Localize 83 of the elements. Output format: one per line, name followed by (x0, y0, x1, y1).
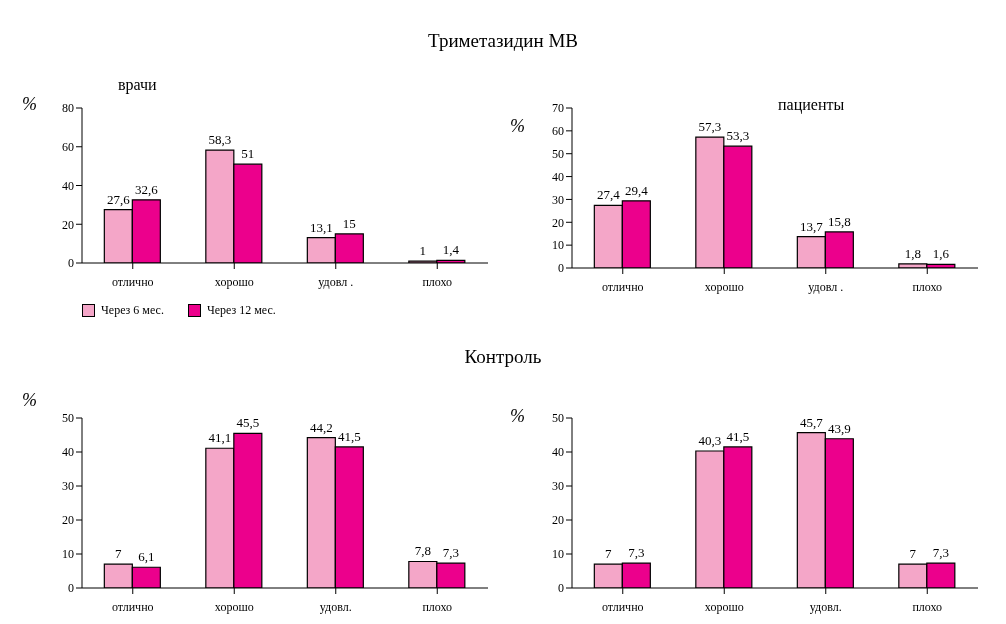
y-axis-title: % (22, 390, 37, 411)
y-tick-label: 30 (552, 192, 564, 207)
data-label: 7,8 (414, 543, 431, 559)
data-label: 58,3 (208, 132, 232, 148)
y-tick-label: 0 (558, 581, 564, 596)
legend-label: Через 6 мес. (101, 303, 164, 318)
y-tick-label: 40 (62, 445, 74, 460)
y-tick-label: 20 (552, 215, 564, 230)
data-label: 41,5 (337, 428, 361, 444)
x-tick-label: плохо (912, 279, 943, 294)
y-tick-label: 70 (552, 101, 564, 116)
y-tick-label: 10 (62, 547, 74, 562)
x-tick-label: хорошо (704, 279, 744, 294)
y-tick-label: 40 (552, 445, 564, 460)
chart-subtitle: врачи (118, 76, 157, 94)
x-tick-label: отлично (601, 279, 644, 294)
x-tick-label: плохо (422, 599, 453, 614)
y-tick-label: 40 (62, 178, 74, 193)
x-tick-label: удовл . (318, 274, 354, 289)
y-axis-title: % (510, 406, 525, 427)
data-label: 57,3 (698, 119, 722, 135)
legend-label: Через 12 мес. (206, 303, 276, 318)
data-label: 15 (342, 215, 356, 231)
x-tick-label: хорошо (214, 274, 254, 289)
y-tick-label: 50 (552, 411, 564, 426)
x-tick-label: отлично (111, 599, 154, 614)
data-label: 1,8 (904, 245, 921, 261)
data-label: 13,1 (309, 219, 333, 235)
x-tick-label: отлично (601, 599, 644, 614)
x-tick-label: удовл. (319, 599, 352, 614)
data-label: 44,2 (309, 419, 333, 435)
y-tick-label: 0 (68, 256, 74, 271)
y-tick-label: 20 (62, 513, 74, 528)
y-tick-label: 20 (62, 217, 74, 232)
y-tick-label: 50 (552, 146, 564, 161)
x-tick-label: хорошо (704, 599, 744, 614)
x-tick-label: отлично (111, 274, 154, 289)
y-tick-label: 10 (552, 547, 564, 562)
data-label: 45,5 (236, 415, 260, 431)
y-tick-label: 0 (68, 581, 74, 596)
data-label: 51 (241, 146, 255, 162)
y-axis-title: % (22, 94, 37, 115)
x-tick-label: удовл . (808, 279, 844, 294)
y-tick-label: 20 (552, 513, 564, 528)
data-label: 7 (115, 546, 123, 562)
x-tick-label: хорошо (214, 599, 254, 614)
y-tick-label: 30 (552, 479, 564, 494)
data-label: 13,7 (799, 218, 824, 234)
data-label: 43,9 (827, 420, 851, 436)
y-tick-label: 60 (62, 140, 74, 155)
data-label: 7 (605, 546, 613, 562)
x-tick-label: плохо (422, 274, 453, 289)
data-label: 7,3 (932, 545, 949, 561)
data-label: 1,6 (932, 246, 950, 262)
data-label: 53,3 (726, 128, 750, 144)
data-label: 15,8 (827, 213, 851, 229)
data-label: 40,3 (698, 432, 722, 448)
data-label: 27,6 (106, 191, 131, 207)
y-tick-label: 50 (62, 411, 74, 426)
x-tick-label: удовл. (809, 599, 842, 614)
y-tick-label: 60 (552, 124, 564, 139)
data-label: 27,4 (596, 187, 621, 203)
data-label: 41,5 (726, 428, 750, 444)
data-label: 7,3 (442, 545, 459, 561)
y-axis-title: % (510, 116, 525, 137)
y-tick-label: 40 (552, 169, 564, 184)
data-label: 7,3 (628, 545, 645, 561)
y-tick-label: 30 (62, 479, 74, 494)
data-label: 7 (909, 546, 917, 562)
x-tick-label: плохо (912, 599, 943, 614)
data-label: 29,4 (624, 182, 649, 198)
data-label: 41,1 (208, 430, 232, 446)
chart-title: Триметазидин МВ (427, 30, 579, 52)
data-label: 1 (419, 243, 427, 259)
y-tick-label: 0 (558, 261, 564, 276)
chart-subtitle: пациенты (778, 96, 845, 114)
data-label: 45,7 (799, 414, 824, 430)
data-label: 32,6 (134, 181, 159, 197)
chart-title: Контроль (463, 346, 543, 368)
y-tick-label: 80 (62, 101, 74, 116)
data-label: 6,1 (138, 549, 155, 565)
data-label: 1,4 (442, 242, 460, 258)
y-tick-label: 10 (552, 238, 564, 253)
